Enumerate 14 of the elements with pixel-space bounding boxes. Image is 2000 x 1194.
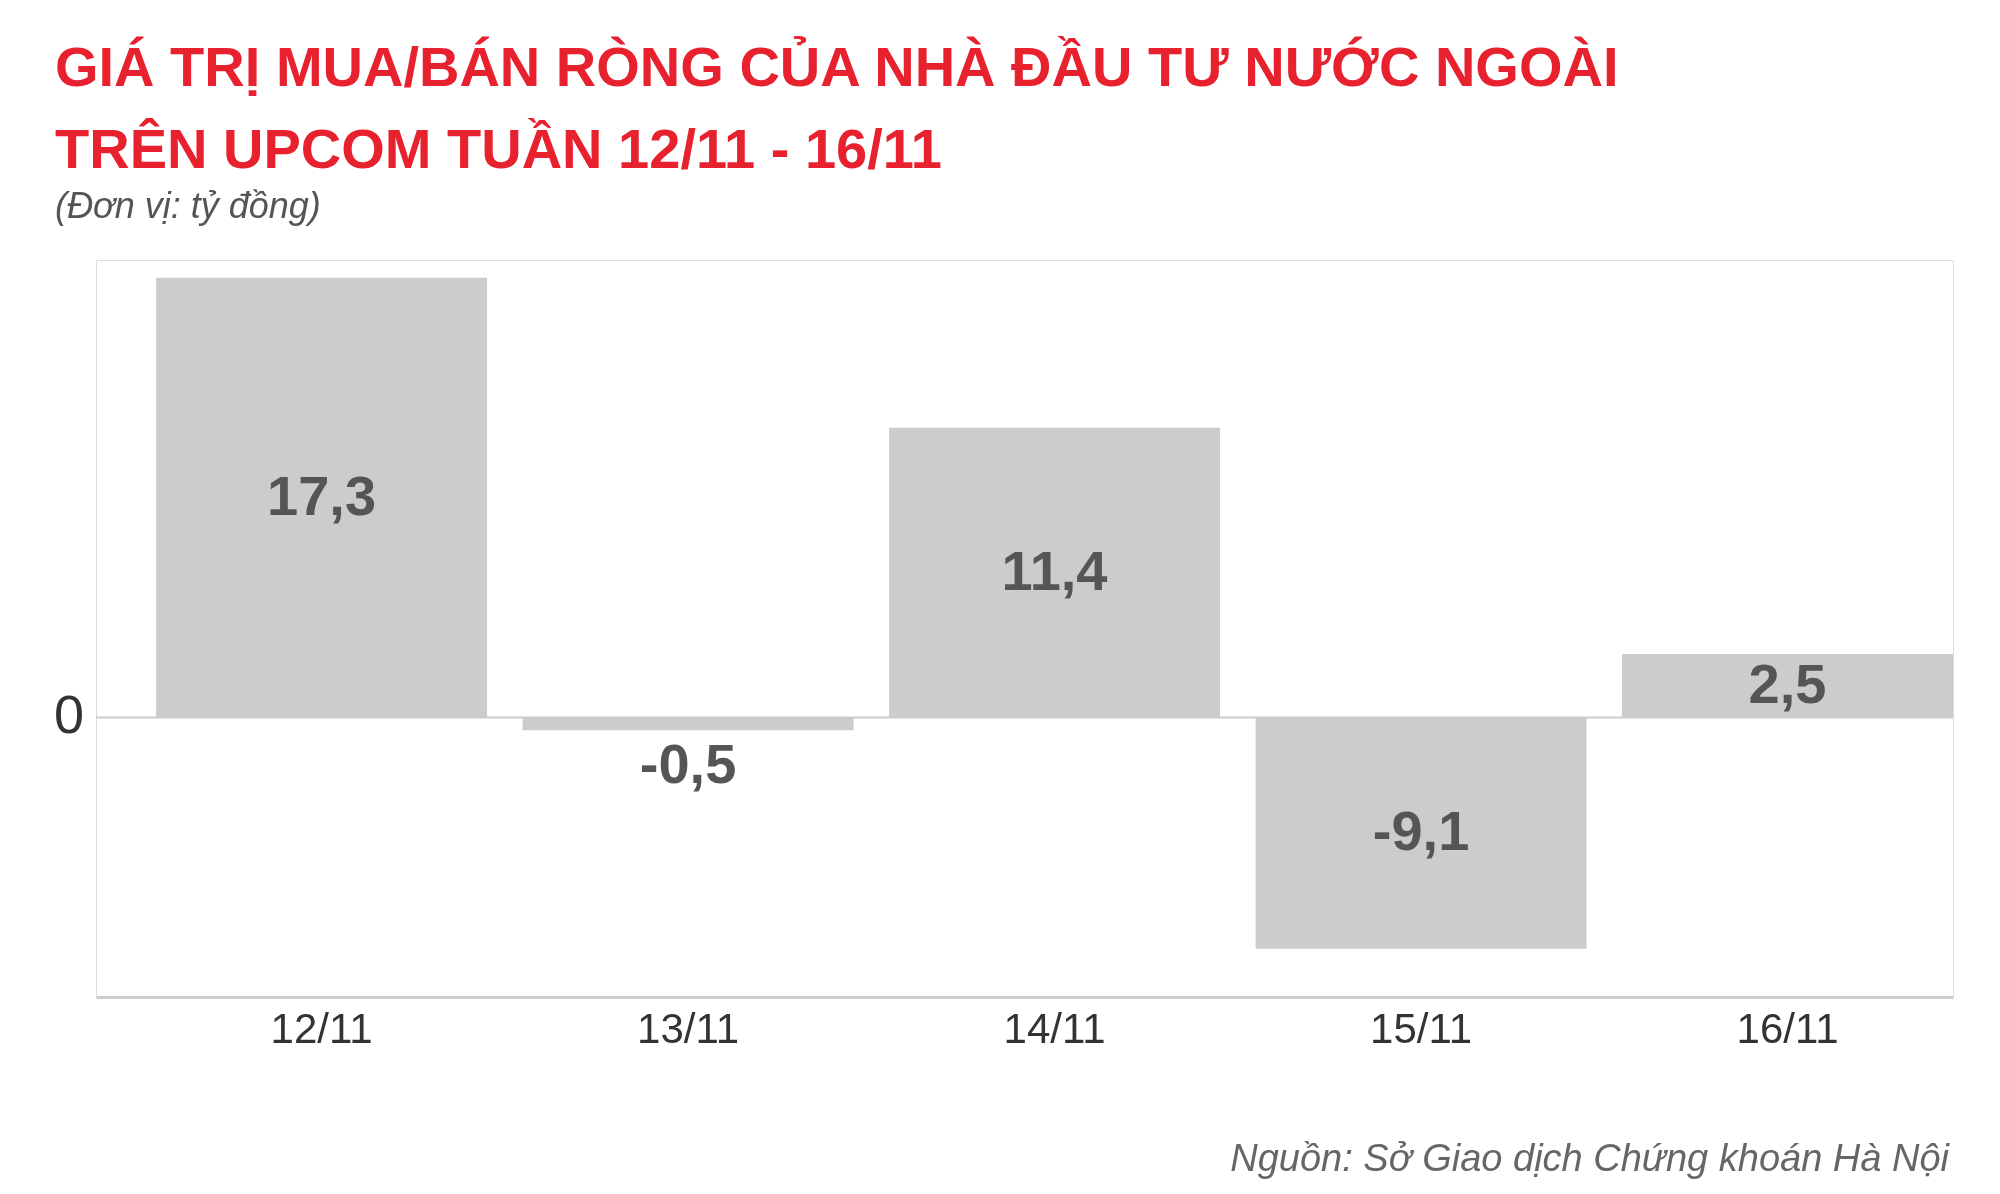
data-label: 2,5 [1748,651,1827,715]
chart-subtitle: (Đơn vị: tỷ đồng) [55,185,321,226]
text: Nguồn: Sở Giao dịch Chứng khoán Hà Nội [1230,1137,1951,1179]
x-tick-label: 13/11 [637,1004,740,1052]
data-label: 11,4 [1001,538,1108,602]
x-tick-label: 14/11 [1003,1004,1106,1052]
data-label: -9,1 [1372,799,1470,863]
x-tick-label: 16/11 [1736,1004,1839,1052]
data-label: 17,3 [267,463,377,527]
chart-title: GIÁ TRỊ MUA/BÁN RÒNG CỦA NHÀ ĐẦU TƯ NƯỚC NGOÀI TRÊN UPCOM TUẦN 12/11 - 16/11 [55,35,1619,180]
data-label: -0,5 [639,732,737,796]
x-tick-label: 15/11 [1370,1004,1473,1052]
ref-line-label: 0 [53,684,84,745]
x-tick-label: 12/11 [270,1004,373,1052]
